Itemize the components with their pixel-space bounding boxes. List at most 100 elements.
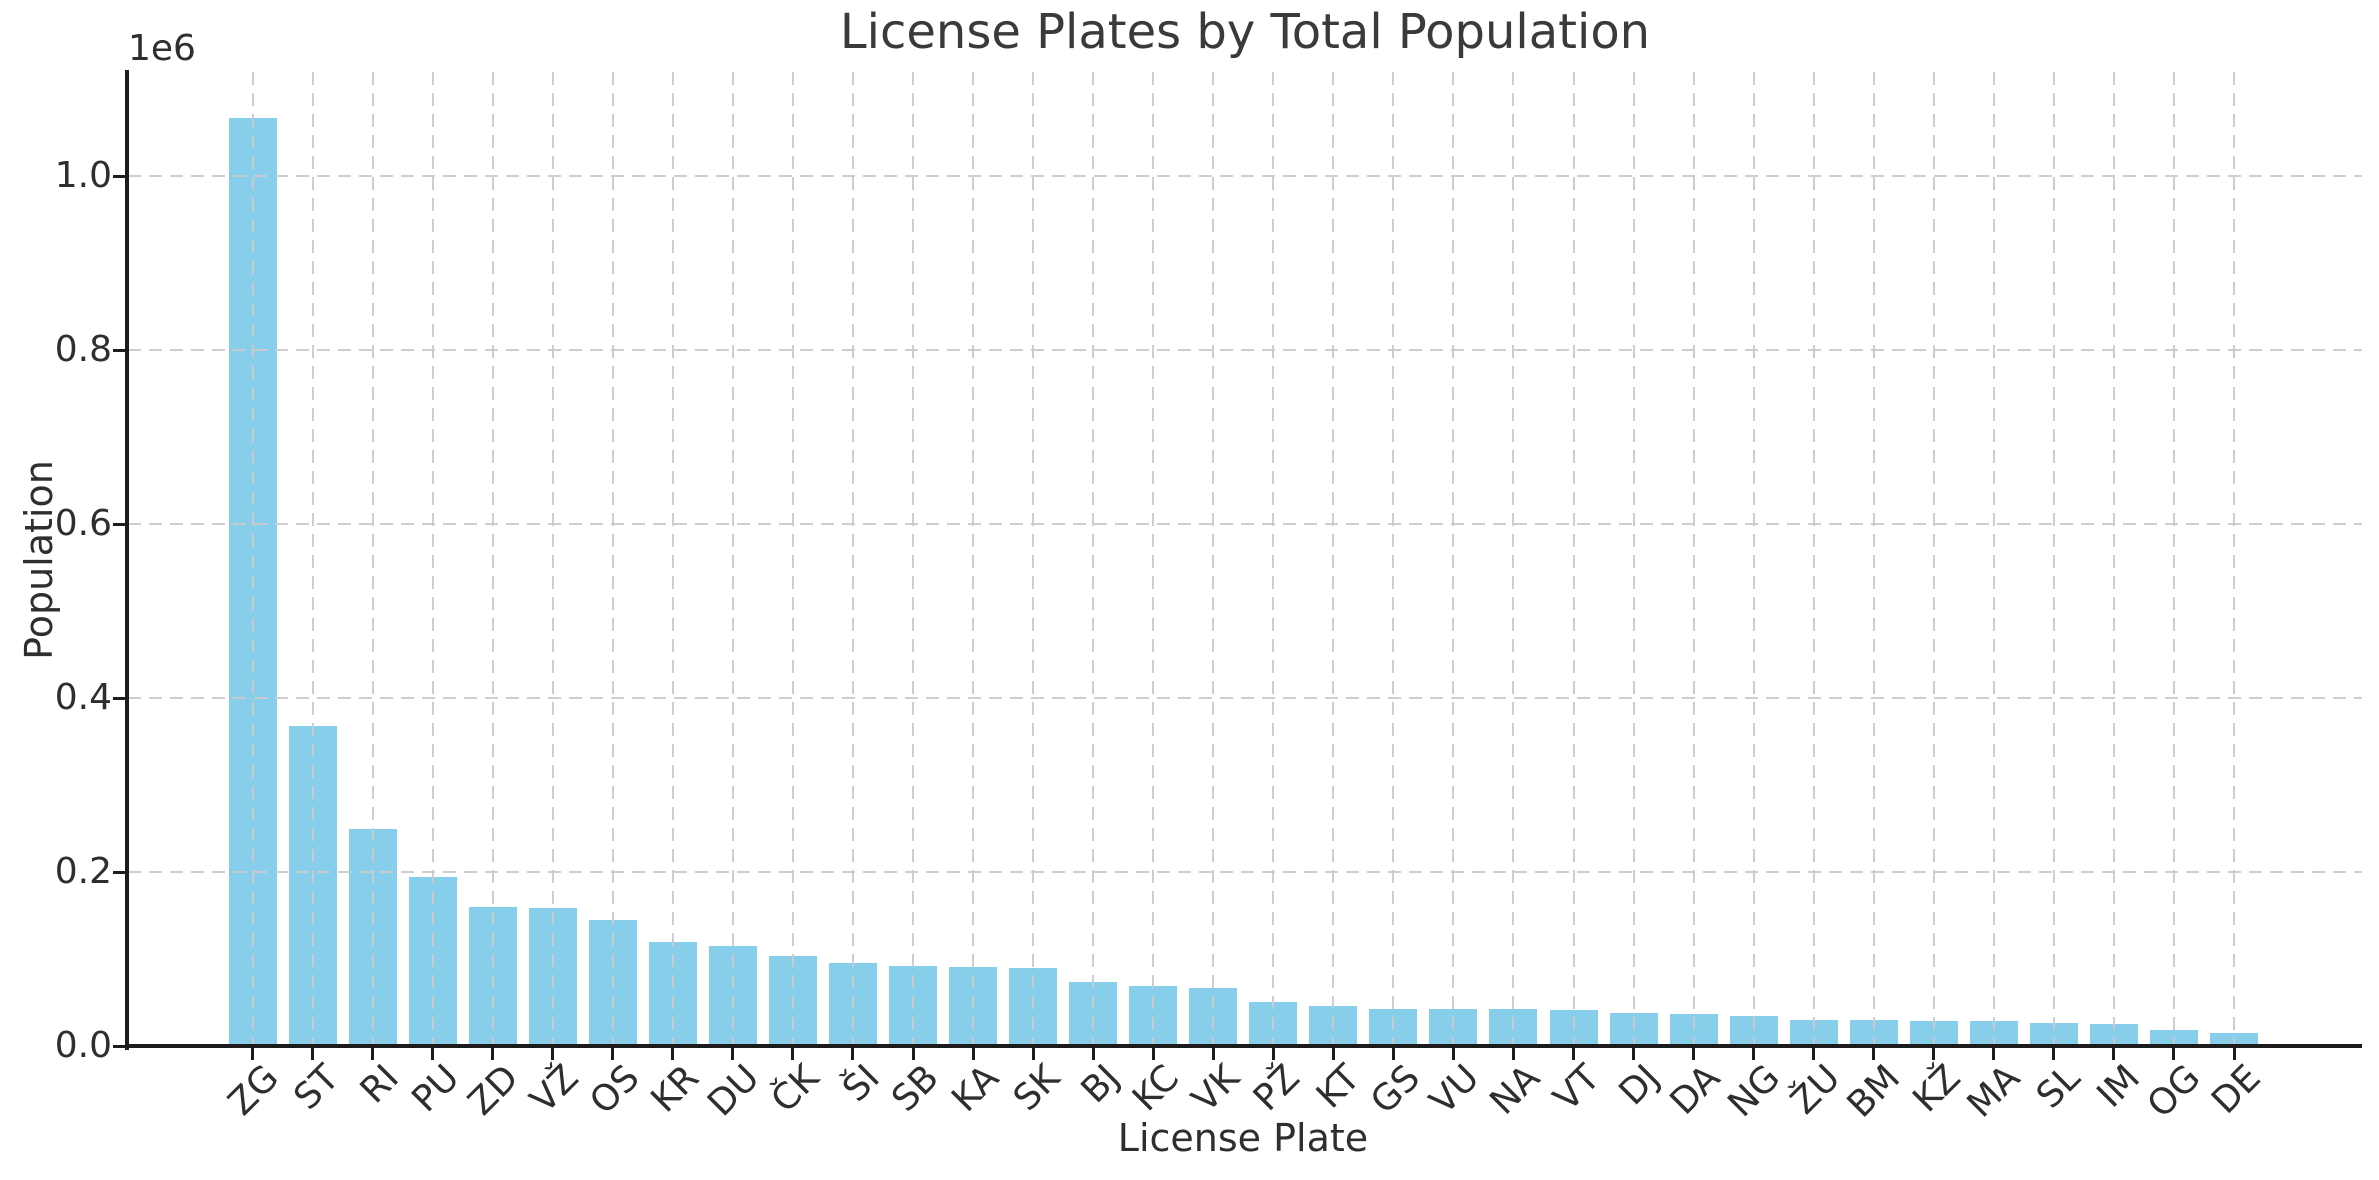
- x-tick: [1451, 1048, 1455, 1060]
- x-tick-label: VU: [1422, 1057, 1488, 1123]
- y-tick-label: 1.0: [54, 155, 112, 196]
- x-tick: [1271, 1048, 1275, 1060]
- x-tick-label: OS: [581, 1057, 648, 1123]
- v-gridline: [1512, 72, 1515, 1044]
- h-gridline: [128, 697, 2362, 699]
- v-gridline: [912, 72, 914, 1044]
- x-tick: [1752, 1048, 1756, 1060]
- x-tick: [731, 1048, 735, 1060]
- x-tick-label: KA: [944, 1057, 1008, 1120]
- v-gridline: [1632, 72, 1635, 1044]
- v-gridline: [1212, 72, 1215, 1044]
- x-tick: [971, 1048, 975, 1060]
- x-tick: [1572, 1048, 1575, 1060]
- v-gridline: [251, 72, 254, 1044]
- v-gridline: [1992, 72, 1995, 1044]
- v-gridline: [972, 72, 975, 1044]
- v-gridline: [1932, 72, 1935, 1044]
- h-gridline: [128, 523, 2362, 525]
- x-tick: [371, 1048, 375, 1060]
- x-tick: [1511, 1048, 1515, 1060]
- x-tick-label: SL: [2028, 1057, 2089, 1117]
- v-gridline: [2172, 72, 2175, 1044]
- v-gridline: [851, 72, 854, 1044]
- y-tick: [113, 1044, 125, 1048]
- v-gridline: [1152, 72, 1155, 1044]
- x-tick: [1391, 1048, 1395, 1060]
- x-tick-label: GS: [1362, 1057, 1428, 1123]
- h-gridline: [128, 871, 2362, 873]
- x-tick-label: RI: [352, 1057, 407, 1112]
- x-tick: [2232, 1048, 2236, 1060]
- v-gridline: [1692, 72, 1695, 1044]
- v-gridline: [2233, 72, 2235, 1044]
- v-gridline: [671, 72, 674, 1044]
- x-tick-label: KT: [1308, 1057, 1368, 1117]
- v-gridline: [1032, 72, 1035, 1044]
- x-tick: [2172, 1048, 2176, 1060]
- x-tick: [1632, 1048, 1636, 1060]
- x-tick: [1331, 1048, 1335, 1060]
- x-tick: [1812, 1048, 1816, 1060]
- y-axis-label: Population: [17, 460, 61, 660]
- x-tick-label: BM: [1839, 1057, 1909, 1126]
- y-axis-offset-label: 1e6: [128, 28, 196, 69]
- x-tick-label: ZD: [460, 1057, 527, 1124]
- v-gridline: [1572, 72, 1575, 1044]
- v-gridline: [371, 72, 374, 1044]
- x-tick: [251, 1048, 254, 1060]
- y-tick: [113, 870, 125, 874]
- y-tick-label: 0.4: [54, 677, 112, 718]
- x-tick-label: VT: [1545, 1057, 1608, 1120]
- x-tick-label: NG: [1720, 1057, 1788, 1126]
- x-tick-label: VŽ: [523, 1057, 588, 1122]
- chart-title: License Plates by Total Population: [839, 4, 1651, 60]
- v-gridline: [431, 72, 434, 1044]
- v-gridline: [551, 72, 554, 1044]
- x-tick-label: VK: [1184, 1057, 1248, 1121]
- x-tick: [1932, 1048, 1936, 1060]
- x-tick-label: DU: [699, 1057, 768, 1125]
- x-tick: [791, 1048, 795, 1060]
- x-tick-label: SB: [884, 1057, 948, 1120]
- y-tick-label: 0.6: [54, 503, 112, 544]
- v-gridline: [1332, 72, 1335, 1044]
- x-tick: [1091, 1048, 1095, 1060]
- x-tick: [671, 1048, 675, 1060]
- v-gridline: [731, 72, 734, 1044]
- x-tick-label: PŽ: [1245, 1057, 1308, 1120]
- v-gridline: [1872, 72, 1875, 1044]
- x-tick-label: PU: [403, 1057, 467, 1121]
- x-tick-label: KC: [1125, 1057, 1188, 1120]
- x-tick-label: ZG: [220, 1057, 287, 1124]
- x-tick: [911, 1048, 915, 1060]
- x-tick-label: DA: [1662, 1057, 1728, 1123]
- y-tick: [113, 696, 125, 700]
- h-gridline: [128, 349, 2362, 351]
- y-tick-label: 0.2: [54, 851, 112, 892]
- x-tick-label: OG: [2139, 1057, 2209, 1127]
- v-gridline: [491, 72, 494, 1044]
- x-tick-label: MA: [1959, 1057, 2029, 1126]
- x-tick-label: BJ: [1073, 1057, 1128, 1112]
- x-tick: [551, 1048, 555, 1060]
- x-tick: [491, 1048, 495, 1060]
- v-gridline: [611, 72, 614, 1044]
- x-tick-label: ST: [286, 1057, 347, 1118]
- v-gridline: [1752, 72, 1755, 1044]
- v-gridline: [1272, 72, 1275, 1044]
- x-tick-label: ŽU: [1782, 1057, 1848, 1123]
- x-tick-label: SK: [1005, 1057, 1068, 1120]
- x-tick: [1992, 1048, 1996, 1060]
- x-tick-label: DE: [2203, 1057, 2269, 1122]
- x-tick: [2052, 1048, 2056, 1060]
- x-tick-label: NA: [1482, 1057, 1548, 1123]
- x-tick: [1692, 1048, 1696, 1060]
- y-tick: [113, 522, 125, 526]
- v-gridline: [1392, 72, 1395, 1044]
- v-gridline: [791, 72, 794, 1044]
- v-gridline: [2112, 72, 2115, 1044]
- y-axis-spine: [125, 70, 129, 1050]
- h-gridline: [128, 175, 2362, 177]
